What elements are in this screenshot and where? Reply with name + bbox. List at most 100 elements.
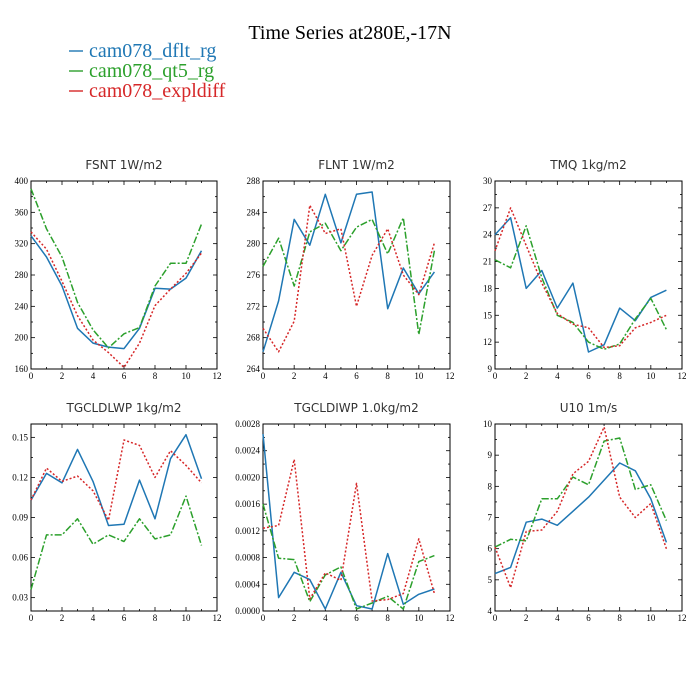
series-line-cam078-qt5-rg	[30, 188, 203, 349]
y-tick-label: 272	[247, 301, 261, 311]
y-tick-label: 264	[247, 364, 261, 374]
y-tick-label: 21	[483, 257, 492, 267]
x-tick-label: 10	[182, 371, 192, 381]
y-tick-label: 280	[247, 239, 261, 249]
panel-6: U10 1m/s 0 2 4 6 8 10 12 4 5 6 7 8 9 10	[483, 401, 687, 623]
panel-4: TGCLDLWP 1kg/m2 0 2 4 6 8 10 12 0.03 0.06 0.09 0.12…	[12, 401, 221, 623]
x-tick-label: 6	[354, 613, 359, 623]
series-line-cam078-expldiff	[262, 204, 436, 353]
figure-title: Time Series at280E,-17N	[248, 22, 451, 44]
y-tick-label: 0.09	[12, 513, 28, 523]
x-tick-label: 12	[213, 613, 222, 623]
series-line-cam078-dflt-rg	[262, 433, 435, 610]
x-tick-label: 8	[153, 613, 158, 623]
y-tick-label: 268	[247, 333, 261, 343]
y-tick-label: 284	[247, 207, 261, 217]
y-tick-label: 18	[483, 283, 493, 293]
x-tick-label: 4	[555, 371, 560, 381]
panel-title: U10 1m/s	[560, 401, 618, 415]
x-tick-label: 12	[446, 371, 455, 381]
y-tick-label: 0.0024	[235, 446, 260, 456]
series-line-cam078-dflt-rg	[262, 191, 436, 353]
y-tick-label: 276	[247, 270, 261, 280]
y-tick-label: 24	[483, 230, 493, 240]
y-tick-label: 160	[15, 364, 29, 374]
y-tick-label: 5	[488, 575, 493, 585]
plot-frame	[30, 180, 218, 370]
legend-label-cam078-expldiff: cam078_expldiff	[89, 80, 226, 102]
series-line-cam078-expldiff	[30, 439, 203, 521]
panel-title: TMQ 1kg/m2	[549, 158, 627, 172]
y-tick-label: 288	[247, 176, 261, 186]
x-tick-label: 4	[91, 371, 96, 381]
series-line-cam078-qt5-rg	[494, 225, 668, 351]
x-tick-label: 8	[617, 613, 622, 623]
x-tick-label: 6	[586, 371, 591, 381]
x-tick-label: 4	[323, 613, 328, 623]
x-tick-label: 2	[524, 371, 529, 381]
plot-frame	[494, 423, 683, 612]
panel-title: TGCLDLWP 1kg/m2	[65, 401, 181, 415]
y-tick-label: 8	[488, 481, 493, 491]
series-line-cam078-dflt-rg	[494, 462, 668, 575]
y-tick-label: 9	[488, 450, 493, 460]
x-tick-label: 4	[555, 613, 560, 623]
y-tick-label: 12	[483, 337, 492, 347]
y-tick-label: 0.0008	[235, 553, 260, 563]
series-line-cam078-expldiff	[30, 231, 203, 369]
series-line-cam078-qt5-rg	[30, 495, 203, 590]
x-tick-label: 12	[213, 371, 222, 381]
x-tick-label: 6	[586, 613, 591, 623]
panel-2: FLNT 1W/m2 0 2 4 6 8 10 12 264 268 272 276 280 284 288	[247, 158, 455, 381]
y-tick-label: 0.0020	[235, 472, 260, 482]
x-tick-label: 10	[414, 613, 424, 623]
x-tick-label: 0	[261, 371, 266, 381]
x-tick-label: 0	[493, 371, 498, 381]
y-tick-label: 0.0012	[235, 526, 260, 536]
legend-label-cam078-dflt-rg: cam078_dflt_rg	[89, 40, 216, 62]
y-tick-label: 0.03	[12, 593, 28, 603]
y-tick-label: 0.0016	[235, 499, 260, 509]
x-tick-label: 8	[153, 371, 158, 381]
series-line-cam078-expldiff	[262, 458, 436, 602]
panel-1: FSNT 1W/m2 0 2 4 6 8 10 12 160 200 240 280 320 360 400	[15, 158, 222, 381]
y-tick-label: 6	[488, 544, 493, 554]
x-tick-label: 0	[493, 613, 498, 623]
y-tick-label: 0.0004	[235, 579, 260, 589]
series-line-cam078-dflt-rg	[494, 216, 667, 353]
y-tick-label: 0.0000	[235, 606, 260, 616]
y-tick-label: 9	[488, 364, 493, 374]
x-tick-label: 8	[385, 371, 390, 381]
y-tick-label: 7	[488, 513, 493, 523]
y-tick-label: 200	[15, 333, 29, 343]
x-tick-label: 2	[524, 613, 529, 623]
x-tick-label: 10	[646, 613, 656, 623]
series-line-cam078-qt5-rg	[262, 503, 435, 610]
y-tick-label: 0.12	[12, 472, 28, 482]
series-line-cam078-expldiff	[494, 426, 668, 589]
x-tick-label: 6	[354, 371, 359, 381]
panel-title: TGCLDIWP 1.0kg/m2	[293, 401, 418, 415]
y-tick-label: 360	[15, 207, 29, 217]
series-line-cam078-dflt-rg	[30, 235, 203, 350]
x-tick-label: 12	[678, 371, 687, 381]
series-line-cam078-qt5-rg	[262, 217, 436, 336]
y-tick-label: 240	[15, 301, 29, 311]
series-line-cam078-dflt-rg	[30, 433, 203, 527]
x-tick-label: 4	[323, 371, 328, 381]
x-tick-label: 8	[617, 371, 622, 381]
x-tick-label: 4	[91, 613, 96, 623]
plot-frame	[262, 423, 451, 612]
x-tick-label: 12	[678, 613, 687, 623]
y-tick-label: 27	[483, 203, 493, 213]
x-tick-label: 12	[446, 613, 455, 623]
series-line-cam078-expldiff	[494, 207, 667, 349]
x-tick-label: 10	[182, 613, 192, 623]
y-tick-label: 10	[483, 419, 493, 429]
legend-label-cam078-qt5-rg: cam078_qt5_rg	[89, 60, 214, 82]
panel-5: TGCLDIWP 1.0kg/m2 0 2 4 6 8 10 12 0.0000 0.0004 0.…	[235, 401, 454, 623]
x-tick-label: 2	[292, 371, 297, 381]
panel-title: FSNT 1W/m2	[85, 158, 162, 172]
